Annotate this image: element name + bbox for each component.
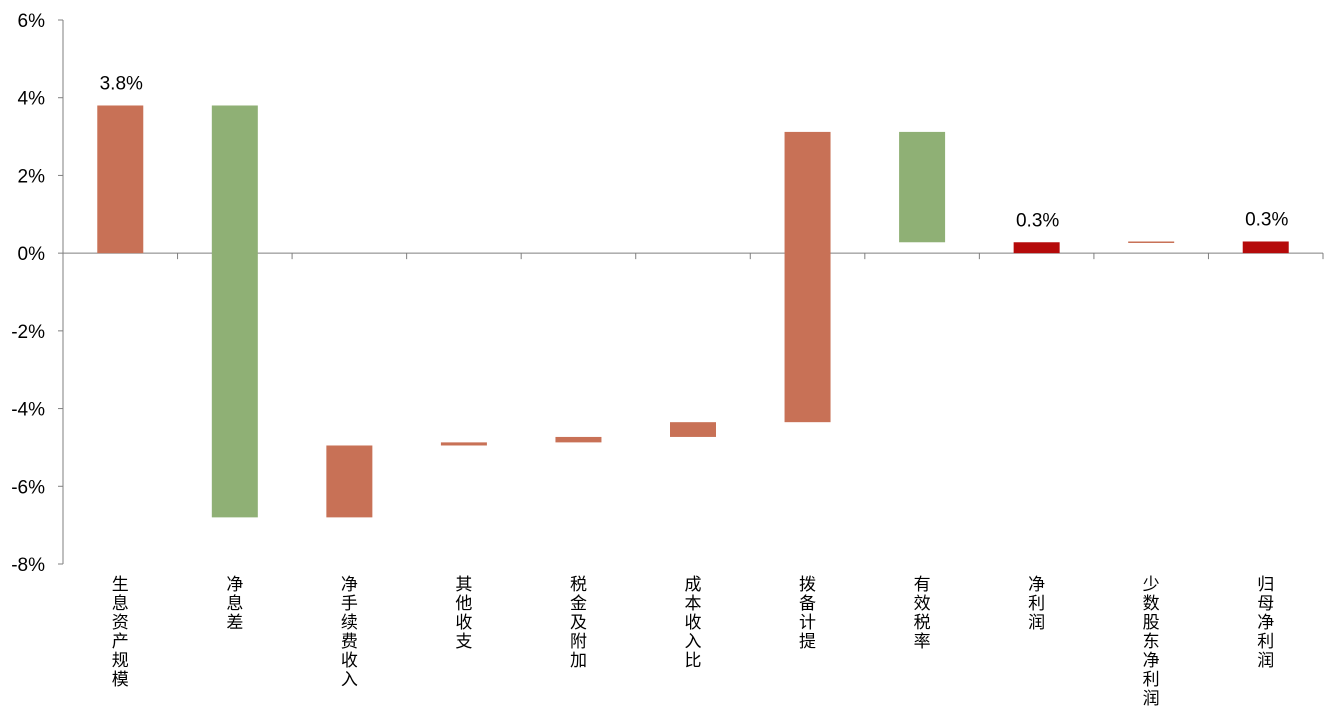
y-tick-label: -2% [11, 322, 45, 343]
category-label: 少数股东净利润 [1143, 575, 1160, 709]
x-axis [63, 252, 1324, 260]
y-tick-label: -6% [11, 477, 45, 498]
category-label: 有效税率 [914, 575, 931, 652]
category-label: 净息差 [226, 575, 243, 633]
category-label: 生息资产规模 [112, 575, 129, 690]
category-label: 归母净利润 [1257, 575, 1274, 671]
bar-6 [670, 422, 716, 437]
category-label: 税金及附加 [570, 575, 587, 671]
data-labels: 3.8% 0.3% 0.3% [100, 73, 1289, 231]
bars [97, 105, 1289, 518]
bar-9 [1013, 242, 1060, 254]
y-tick-label: -8% [11, 555, 45, 576]
bar-10 [1128, 241, 1175, 243]
data-label: 3.8% [100, 73, 143, 94]
bar-3 [326, 445, 373, 518]
data-label: 0.3% [1245, 209, 1288, 230]
bar-1 [97, 105, 144, 254]
category-label: 成本收入比 [685, 575, 702, 671]
category-label: 净手续费收入 [341, 575, 358, 690]
y-tick-label: -4% [11, 400, 45, 421]
bar-8 [899, 131, 946, 243]
bar-7 [784, 131, 831, 423]
bar-5 [555, 436, 602, 443]
data-label: 0.3% [1016, 210, 1059, 231]
y-tick-label: 2% [18, 166, 46, 187]
bar-2 [211, 105, 258, 518]
y-tick-label: 4% [18, 89, 46, 110]
category-label: 净利润 [1028, 575, 1045, 633]
category-label: 其他收支 [455, 575, 472, 652]
y-tick-label: 0% [18, 244, 46, 265]
y-tick-label: 6% [18, 11, 46, 32]
y-axis: -8% -6% -4% -2% 0% 2% 4% 6% [11, 11, 64, 576]
bar-11 [1242, 241, 1289, 254]
bar-4 [440, 442, 487, 446]
category-labels: 生息资产规模 净息差 净手续费收入 其他收支 税金及附加 成本收入比 拨备计提 有效税率 净利润… [112, 575, 1274, 709]
category-label: 拨备计提 [799, 575, 816, 652]
